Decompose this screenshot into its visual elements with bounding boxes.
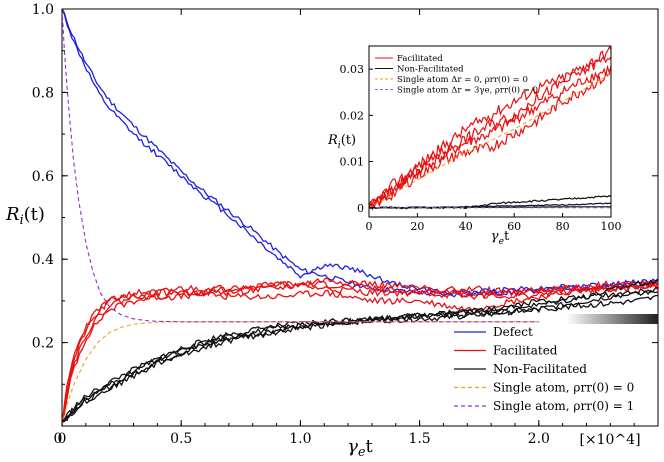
x-multiplier-label: [×10^4] [579, 432, 640, 448]
series-fac-line-5 [61, 279, 659, 427]
inset-plot-frame [368, 45, 612, 218]
y-tick-label: 0.2 [32, 336, 54, 352]
y-tick-label: 0.4 [32, 252, 54, 268]
inset-x-tick-label: 100 [601, 220, 622, 233]
inset-legend-label-3: Single atom Δr = 3γe, ρrr(0) = 0 [397, 85, 538, 96]
inset-x-axis-label: γet [491, 229, 510, 247]
legend-label-0: Defect [493, 325, 533, 339]
inset-series-group [368, 45, 612, 212]
main-legend: Defect Facilitated Non-Facilitated Single a… [454, 325, 634, 413]
series-nonfac-line-7 [61, 286, 659, 423]
inset-y-tick-label: 0.03 [340, 63, 365, 76]
legend-label-3: Single atom, ρrr(0) = 0 [493, 381, 634, 395]
x-tick-label: 1.5 [408, 431, 430, 447]
main-y-axis-label: Ri(t) [5, 204, 45, 227]
origin-label: 0 [54, 431, 63, 447]
series-fac-line-3 [61, 277, 659, 427]
inset-legend-label-0: Facilitated [397, 54, 443, 64]
inset-legend-label-1: Non-Facilitated [397, 65, 464, 75]
series-s0-line-10 [61, 321, 539, 427]
inset-series-line-2 [368, 71, 612, 209]
y-tick-label: 0.6 [32, 169, 54, 185]
inset-y-tick-label: 0.01 [340, 156, 365, 169]
inset-x-tick-label: 20 [410, 220, 424, 233]
main-ticks-group: 0 0.5 1.0 1.5 2.0 0 0.2 0.4 0.6 0.8 1.0 [32, 2, 658, 447]
legend-label-1: Facilitated [493, 344, 558, 358]
series-nonfac-line-9 [61, 279, 659, 423]
main-series-group [61, 8, 659, 427]
series-s1-line-11 [61, 8, 539, 323]
legend-label-2: Non-Facilitated [493, 362, 587, 376]
main-plot: 0 0.5 1.0 1.5 2.0 0 0.2 0.4 0.6 0.8 1.0 [×10^4] De… [5, 2, 659, 459]
main-x-axis-label: γet [347, 436, 373, 459]
inset-y-tick-label: 0.02 [340, 109, 365, 122]
inset-series-line-3 [368, 56, 612, 209]
x-tick-label: 2.0 [528, 431, 550, 447]
y-tick-label: 1.0 [32, 2, 54, 18]
inset-y-axis-label: Ri(t) [327, 133, 356, 151]
y-tick-label: 0.8 [32, 85, 54, 101]
legend-label-4: Single atom, ρrr(0) = 1 [493, 399, 634, 413]
inset-x-tick-label: 40 [459, 220, 473, 233]
x-tick-label: 0 [58, 431, 67, 447]
inset-x-tick-label: 80 [556, 220, 570, 233]
x-tick-label: 0.5 [170, 431, 192, 447]
inset-legend-label-2: Single atom Δr = 0, ρrr(0) = 0 [397, 74, 528, 85]
inset-ticks-group: 0 20 40 60 80 100 0 0.01 0.02 0.03 [340, 63, 622, 233]
inset-y-tick-label: 0 [357, 202, 364, 215]
x-tick-label: 1.0 [289, 431, 311, 447]
inset-x-tick-label: 60 [507, 220, 521, 233]
inset-series-line-0 [368, 64, 612, 212]
inset-plot: 0 20 40 60 80 100 0 0.01 0.02 0.03 FacilitatedNon… [327, 45, 622, 247]
inset-x-tick-label: 0 [366, 220, 373, 233]
gradient-bar [566, 314, 658, 324]
